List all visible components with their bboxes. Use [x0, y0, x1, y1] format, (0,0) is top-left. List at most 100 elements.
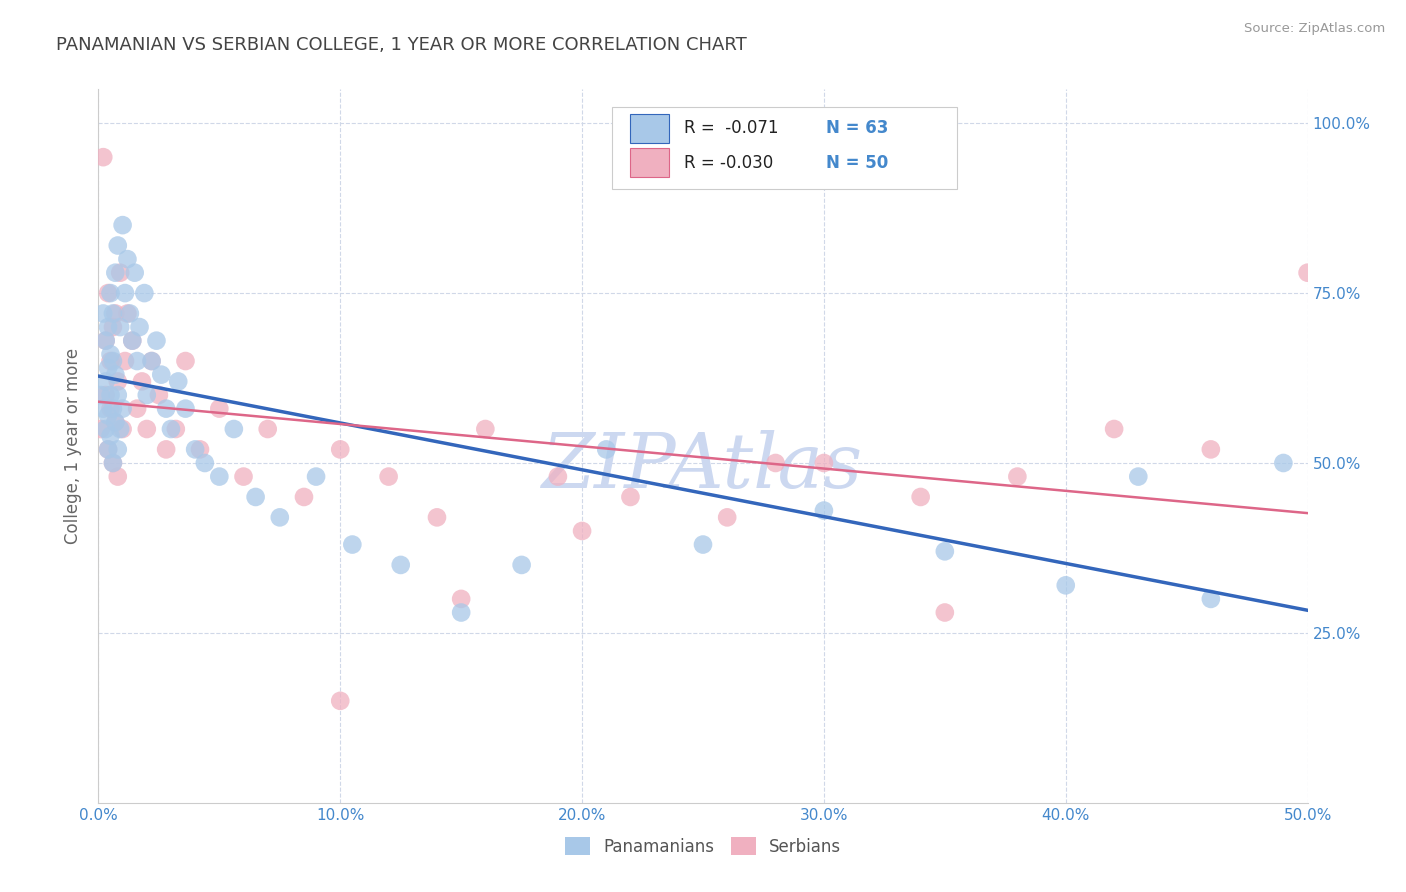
- Point: [101, 306, 124, 320]
- Point: [167, 375, 190, 389]
- Point: [474, 422, 496, 436]
- Point: [104, 415, 127, 429]
- Point: [135, 388, 157, 402]
- Point: [100, 388, 122, 402]
- Point: [155, 401, 177, 416]
- Point: [100, 347, 122, 361]
- Point: [148, 388, 170, 402]
- Point: [107, 442, 129, 457]
- Point: [571, 524, 593, 538]
- Point: [1007, 469, 1029, 483]
- Point: [145, 334, 167, 348]
- Point: [101, 320, 124, 334]
- Point: [269, 510, 291, 524]
- Point: [329, 442, 352, 457]
- Point: [117, 252, 139, 266]
- Legend: Panamanians, Serbians: Panamanians, Serbians: [558, 830, 848, 863]
- Point: [1102, 422, 1125, 436]
- Point: [91, 401, 114, 416]
- Point: [97, 320, 120, 334]
- Point: [292, 490, 315, 504]
- Point: [121, 334, 143, 348]
- Point: [1128, 469, 1150, 483]
- Point: [934, 606, 956, 620]
- Point: [127, 354, 149, 368]
- Point: [1199, 591, 1222, 606]
- Point: [208, 401, 231, 416]
- Point: [118, 306, 141, 320]
- Point: [329, 694, 352, 708]
- Point: [547, 469, 569, 483]
- Point: [934, 544, 956, 558]
- Point: [184, 442, 207, 457]
- Point: [94, 422, 117, 436]
- Point: [692, 537, 714, 551]
- FancyBboxPatch shape: [630, 148, 669, 177]
- Point: [101, 456, 124, 470]
- Point: [389, 558, 412, 572]
- Point: [450, 606, 472, 620]
- FancyBboxPatch shape: [613, 107, 957, 189]
- Point: [90, 388, 112, 402]
- Point: [232, 469, 254, 483]
- Point: [114, 286, 136, 301]
- Point: [97, 442, 120, 457]
- Point: [91, 150, 114, 164]
- Point: [100, 286, 122, 301]
- Point: [127, 401, 149, 416]
- Point: [765, 456, 787, 470]
- Point: [174, 354, 197, 368]
- FancyBboxPatch shape: [630, 114, 669, 143]
- Point: [121, 334, 143, 348]
- Point: [160, 422, 183, 436]
- Point: [124, 266, 146, 280]
- Point: [188, 442, 211, 457]
- Text: N = 50: N = 50: [827, 153, 889, 171]
- Point: [91, 306, 114, 320]
- Point: [426, 510, 449, 524]
- Point: [150, 368, 173, 382]
- Point: [305, 469, 328, 483]
- Point: [813, 456, 835, 470]
- Point: [107, 375, 129, 389]
- Point: [128, 320, 150, 334]
- Point: [256, 422, 278, 436]
- Point: [134, 286, 156, 301]
- Point: [377, 469, 399, 483]
- Point: [141, 354, 163, 368]
- Point: [141, 354, 163, 368]
- Point: [111, 401, 134, 416]
- Point: [1272, 456, 1295, 470]
- Point: [1054, 578, 1077, 592]
- Point: [104, 266, 127, 280]
- Text: ZIPAtlas: ZIPAtlas: [543, 431, 863, 504]
- Point: [813, 503, 835, 517]
- Point: [100, 429, 122, 443]
- Point: [107, 469, 129, 483]
- Point: [245, 490, 267, 504]
- Point: [595, 442, 617, 457]
- Point: [910, 490, 932, 504]
- Point: [104, 368, 127, 382]
- Point: [117, 306, 139, 320]
- Point: [94, 375, 117, 389]
- Point: [90, 422, 112, 436]
- Point: [174, 401, 197, 416]
- Point: [208, 469, 231, 483]
- Point: [107, 388, 129, 402]
- Point: [342, 537, 364, 551]
- Point: [716, 510, 738, 524]
- Point: [1296, 266, 1319, 280]
- Point: [222, 422, 245, 436]
- Y-axis label: College, 1 year or more: College, 1 year or more: [65, 348, 83, 544]
- Text: R =  -0.071: R = -0.071: [683, 120, 778, 137]
- Point: [111, 218, 134, 232]
- Point: [107, 238, 129, 252]
- Point: [194, 456, 217, 470]
- Point: [131, 375, 153, 389]
- Point: [94, 334, 117, 348]
- Text: Source: ZipAtlas.com: Source: ZipAtlas.com: [1244, 22, 1385, 36]
- Point: [94, 334, 117, 348]
- Point: [104, 306, 127, 320]
- Point: [94, 388, 117, 402]
